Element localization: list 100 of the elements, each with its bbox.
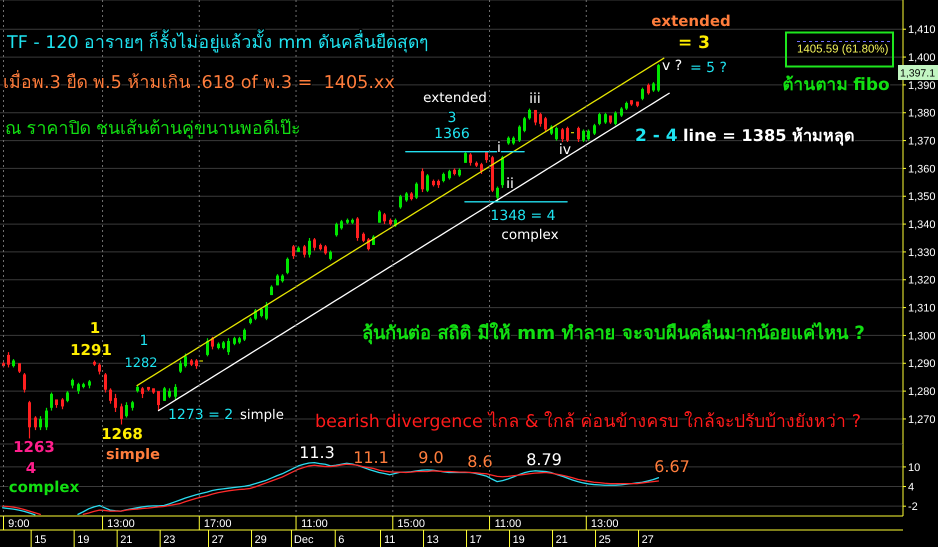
candlestick <box>442 172 445 183</box>
annotation: 6.67 <box>654 457 690 476</box>
annotation: complex <box>501 227 559 243</box>
candlestick <box>539 112 542 128</box>
annotation: ณ ราคาปิด ชนเส้นต้านคู่ขนานพอดีเป๊ะ <box>5 118 302 139</box>
candlestick <box>528 108 531 120</box>
annotation: simple <box>106 447 160 463</box>
x-tick-label: 21 <box>120 534 132 546</box>
annotation: iv <box>558 142 572 158</box>
x-tick-label: Dec <box>294 534 314 546</box>
candlestick <box>561 127 564 143</box>
x-tick-label: 23 <box>163 534 176 546</box>
candlestick <box>496 186 499 202</box>
annotation: 1 <box>140 333 148 349</box>
annotation: 1366 <box>434 126 470 142</box>
candlestick <box>324 244 327 256</box>
annotation: ลุ้นกันต่อ สถิติ มีให้ mm ทำลาย จะจบผืนคลื่นมากน้อยแค่ไหน ? <box>362 319 865 345</box>
x-tick-label: 11:00 <box>494 518 522 530</box>
y-tick-label: 1,330 <box>908 246 936 259</box>
candlestick <box>405 191 408 202</box>
y-tick-label: 1,280 <box>908 386 936 398</box>
candlestick <box>614 110 617 126</box>
candlestick <box>335 222 338 238</box>
candlestick <box>125 402 128 418</box>
annotation: 1263 <box>13 438 55 456</box>
candlestick <box>206 338 209 357</box>
y-tick-label: 1,360 <box>908 163 936 176</box>
candlestick <box>641 87 644 101</box>
annotation: = 5 ? <box>690 60 727 76</box>
candlestick <box>356 216 359 242</box>
annotation: extended <box>651 12 731 30</box>
x-tick-label: 27 <box>642 534 654 546</box>
annotation: 8.79 <box>526 450 562 469</box>
candlestick <box>593 123 596 136</box>
x-tick-label: 25 <box>598 534 611 546</box>
candlestick <box>464 151 467 164</box>
candlestick <box>383 212 386 225</box>
annotation: complex <box>8 478 80 496</box>
annotation: i <box>497 140 501 156</box>
candlestick <box>98 362 101 376</box>
annotation: 1268 <box>101 425 143 443</box>
candlestick <box>50 392 53 412</box>
candlestick <box>39 416 42 431</box>
annotation: extended <box>423 90 487 106</box>
candlestick <box>421 168 424 193</box>
y-tick-label: 1,320 <box>908 274 936 287</box>
x-tick-label: 27 <box>212 534 224 546</box>
candlestick <box>329 250 332 261</box>
x-tick-label: 17 <box>470 534 482 546</box>
candlestick <box>303 244 306 258</box>
x-tick-label: 13 <box>426 534 439 546</box>
annotation: simple <box>240 408 284 423</box>
ref-line-label: 1405.59 (61.80%) <box>797 44 889 56</box>
candlestick <box>109 388 112 404</box>
y-tick-label: 1,350 <box>908 191 936 204</box>
candlestick <box>179 360 182 374</box>
candlestick <box>415 182 418 200</box>
candlestick <box>66 390 69 403</box>
annotation: v ? <box>662 58 682 74</box>
annotation: ต้านตาม fibo <box>782 75 890 95</box>
y-tick-label: 1,370 <box>908 135 936 148</box>
x-tick-label: 19 <box>77 534 90 546</box>
annotation: 8.6 <box>467 452 493 471</box>
y-tick-label: 10 <box>908 462 920 474</box>
annotation: bearish divergence ไกล & ใกล้ ค่อนข้างครบ ใกล้จะปรับบ้างยังหว่า ? <box>315 411 862 432</box>
candlestick <box>157 390 160 412</box>
annotation: 1348 = 4 <box>490 208 556 224</box>
x-tick-label: 11:00 <box>301 518 328 530</box>
x-tick-label: 15 <box>34 534 46 546</box>
candlestick <box>45 407 48 431</box>
annotation: 11.1 <box>353 448 389 467</box>
candlestick <box>308 237 311 258</box>
candlestick <box>620 106 623 118</box>
candlestick <box>566 126 569 143</box>
candlestick <box>480 162 483 175</box>
candlestick <box>227 338 230 356</box>
candlestick <box>195 358 198 370</box>
x-tick-label: 13:00 <box>107 518 135 530</box>
x-tick-label: 6 <box>338 534 344 546</box>
y-tick-label: 1,300 <box>908 330 936 342</box>
y-tick-label: 1,410 <box>908 24 936 36</box>
candlestick <box>544 116 547 133</box>
candlestick <box>141 386 144 399</box>
candlestick <box>34 416 37 431</box>
annotation: 1273 = 2 <box>168 407 234 423</box>
annotation: 1291 <box>70 341 112 359</box>
candlestick <box>61 397 64 410</box>
annotation: 11.3 <box>299 443 335 462</box>
y-tick-label: -2 <box>908 501 918 514</box>
candlestick <box>265 301 268 321</box>
candlestick <box>7 352 10 368</box>
y-tick-label: 1,400 <box>908 52 936 64</box>
annotation: 1 <box>90 319 100 337</box>
candlestick <box>647 82 650 96</box>
candlestick <box>131 400 134 412</box>
candlestick <box>362 232 365 243</box>
y-tick-label: 1,390 <box>908 80 936 92</box>
x-tick-label: 19 <box>512 534 525 546</box>
candlestick <box>71 378 74 389</box>
x-tick-label: 15:00 <box>397 518 425 530</box>
